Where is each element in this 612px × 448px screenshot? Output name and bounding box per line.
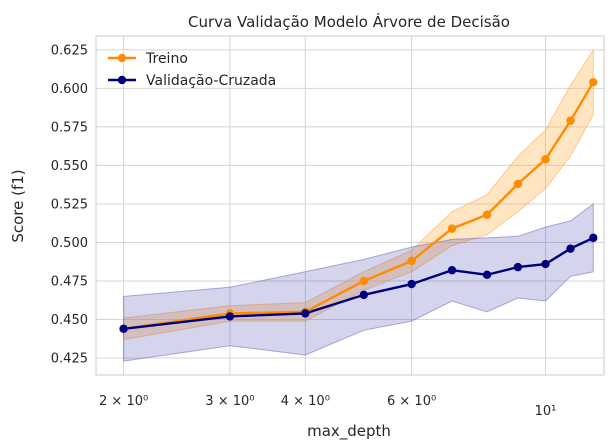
x-tick-label: 6 × 10⁰ — [387, 394, 436, 409]
data-point — [301, 309, 310, 318]
legend: Treino Validação-Cruzada — [108, 51, 276, 89]
data-point — [513, 179, 523, 189]
data-point — [566, 116, 575, 125]
legend-label: Validação-Cruzada — [146, 73, 276, 89]
x-tick-label: 2 × 10⁰ — [99, 394, 148, 409]
legend-label: Treino — [145, 51, 188, 67]
y-tick-label: 0.550 — [51, 159, 88, 174]
data-point — [566, 244, 575, 253]
x-axis-label: max_depth — [307, 422, 391, 441]
legend-marker-0 — [117, 53, 127, 63]
x-tick-labels: 2 × 10⁰ 3 × 10⁰ 4 × 10⁰ 6 × 10⁰ 10¹ — [99, 394, 556, 419]
y-tick-label: 0.625 — [51, 43, 88, 58]
y-tick-label: 0.600 — [51, 82, 88, 97]
x-tick-label: 10¹ — [535, 404, 557, 419]
data-point — [482, 270, 492, 280]
data-point — [359, 276, 369, 286]
series-points — [119, 78, 598, 333]
data-point — [513, 262, 523, 272]
y-tick-label: 0.450 — [51, 313, 88, 328]
data-point — [482, 210, 492, 219]
legend-marker-1 — [117, 75, 127, 85]
y-axis-label: Score (f1) — [9, 169, 27, 242]
plot-area — [95, 35, 605, 376]
y-tick-label: 0.425 — [51, 352, 88, 367]
data-point — [359, 290, 369, 300]
x-tick-label: 4 × 10⁰ — [281, 394, 330, 409]
data-point — [447, 266, 457, 275]
data-point — [407, 279, 416, 289]
y-tick-labels: 0.425 0.450 0.475 0.500 0.525 0.550 0.575 0.600… — [51, 43, 88, 366]
data-point — [589, 78, 598, 87]
data-point — [225, 312, 235, 321]
data-point — [541, 259, 550, 269]
data-point — [589, 233, 598, 243]
y-tick-label: 0.500 — [51, 236, 88, 251]
data-point — [407, 256, 416, 266]
data-point — [447, 224, 457, 233]
y-tick-label: 0.575 — [51, 120, 88, 135]
y-tick-label: 0.525 — [51, 197, 88, 212]
data-point — [541, 155, 550, 164]
chart-title: Curva Validação Modelo Árvore de Decisão — [188, 12, 510, 31]
y-tick-label: 0.475 — [51, 275, 88, 290]
data-point — [119, 324, 128, 333]
x-tick-label: 3 × 10⁰ — [205, 394, 254, 409]
